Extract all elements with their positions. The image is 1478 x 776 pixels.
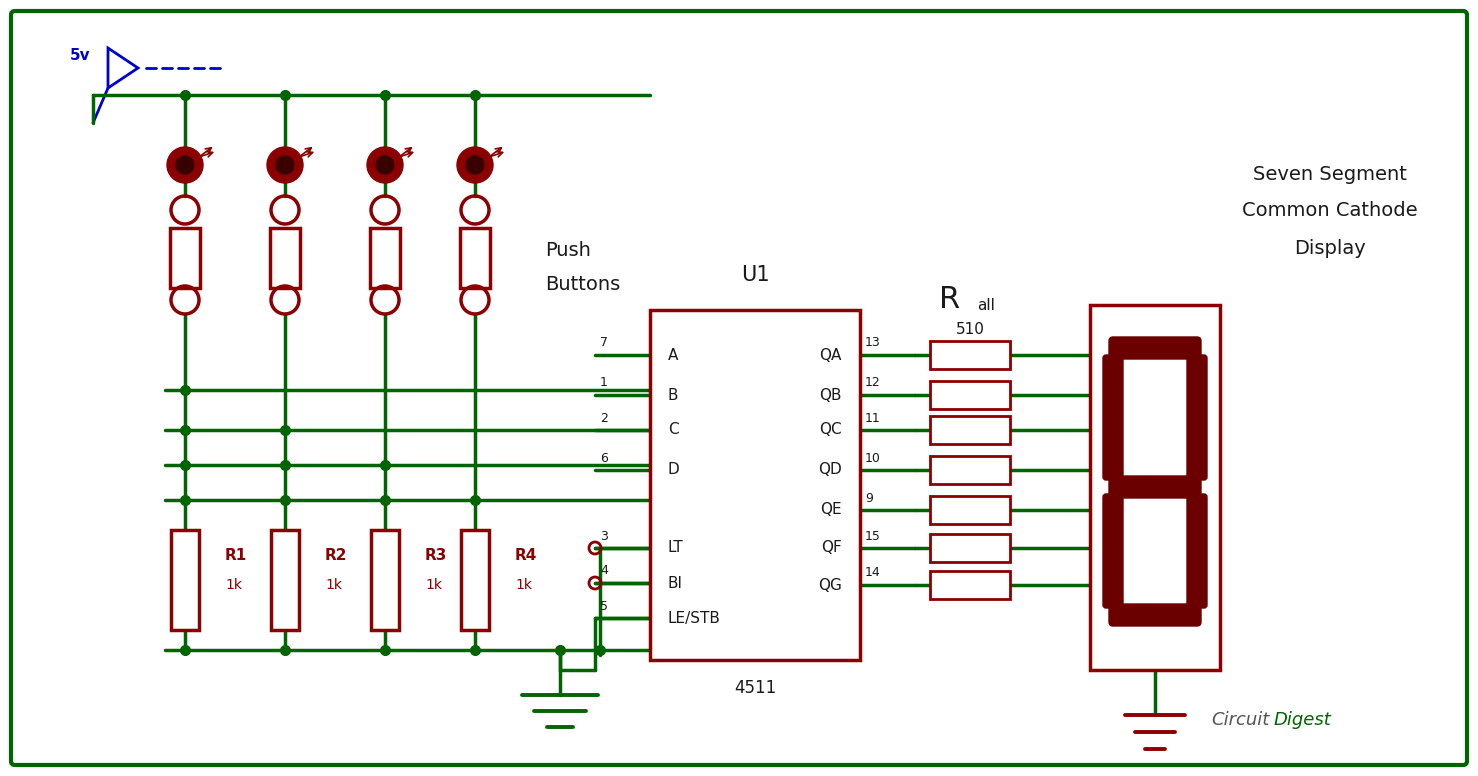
FancyBboxPatch shape	[1103, 494, 1123, 608]
Text: 2: 2	[600, 411, 607, 424]
Circle shape	[167, 147, 202, 183]
FancyBboxPatch shape	[1187, 494, 1208, 608]
Text: A: A	[668, 348, 678, 362]
Bar	[930, 416, 1009, 444]
Text: Seven Segment: Seven Segment	[1253, 165, 1407, 185]
Text: Digest: Digest	[1274, 711, 1332, 729]
Circle shape	[176, 156, 194, 174]
FancyBboxPatch shape	[1187, 355, 1208, 480]
Text: 510: 510	[956, 323, 984, 338]
Bar	[170, 228, 200, 288]
Text: Circuit: Circuit	[1212, 711, 1270, 729]
Bar	[930, 534, 1009, 562]
Circle shape	[268, 147, 303, 183]
Text: Buttons: Buttons	[545, 275, 621, 295]
Text: 4: 4	[600, 564, 607, 577]
Circle shape	[466, 156, 483, 174]
Text: 5v: 5v	[69, 48, 90, 64]
Bar	[371, 530, 399, 630]
Text: 14: 14	[865, 566, 881, 580]
Circle shape	[367, 147, 403, 183]
FancyBboxPatch shape	[10, 11, 1468, 765]
Text: 12: 12	[865, 376, 881, 390]
Bar	[930, 571, 1009, 599]
Text: 11: 11	[865, 411, 881, 424]
Bar	[650, 310, 860, 660]
FancyBboxPatch shape	[1108, 476, 1202, 498]
Bar	[930, 341, 1009, 369]
Text: Push: Push	[545, 241, 591, 259]
Text: R4: R4	[514, 548, 538, 563]
FancyBboxPatch shape	[1103, 355, 1123, 480]
Bar	[270, 228, 300, 288]
Text: QF: QF	[822, 541, 842, 556]
Text: 7: 7	[600, 337, 607, 349]
Text: QE: QE	[820, 503, 842, 518]
Text: QA: QA	[820, 348, 842, 362]
Text: R: R	[940, 286, 961, 314]
Text: 5: 5	[600, 600, 607, 612]
Text: R2: R2	[325, 548, 347, 563]
Text: 1: 1	[600, 376, 607, 390]
Text: 13: 13	[865, 337, 881, 349]
Text: 3: 3	[600, 529, 607, 542]
Text: Display: Display	[1295, 238, 1366, 258]
Text: BI: BI	[668, 576, 683, 591]
Text: 4511: 4511	[735, 679, 776, 697]
Circle shape	[457, 147, 494, 183]
FancyBboxPatch shape	[1108, 604, 1202, 626]
Bar	[460, 228, 491, 288]
Bar	[930, 456, 1009, 484]
Text: D: D	[668, 462, 680, 477]
Bar	[1089, 305, 1219, 670]
Text: C: C	[668, 422, 678, 438]
Text: 9: 9	[865, 491, 873, 504]
Text: 10: 10	[865, 452, 881, 465]
Text: 1k: 1k	[514, 578, 532, 592]
FancyBboxPatch shape	[1108, 337, 1202, 359]
Text: R3: R3	[426, 548, 448, 563]
Text: QG: QG	[819, 577, 842, 593]
Text: 1k: 1k	[426, 578, 442, 592]
Text: U1: U1	[740, 265, 770, 285]
Text: Common Cathode: Common Cathode	[1242, 200, 1417, 220]
Text: QB: QB	[819, 387, 842, 403]
Bar	[930, 496, 1009, 524]
Text: QD: QD	[819, 462, 842, 477]
Text: 6: 6	[600, 452, 607, 465]
Bar	[370, 228, 401, 288]
Bar	[171, 530, 200, 630]
Text: QC: QC	[819, 422, 842, 438]
Bar	[461, 530, 489, 630]
Text: 15: 15	[865, 529, 881, 542]
Circle shape	[375, 156, 395, 174]
Bar	[930, 381, 1009, 409]
Text: R1: R1	[225, 548, 247, 563]
Text: 1k: 1k	[325, 578, 341, 592]
Circle shape	[276, 156, 294, 174]
Text: LT: LT	[668, 541, 684, 556]
Text: B: B	[668, 387, 678, 403]
Text: LE/STB: LE/STB	[668, 611, 721, 625]
Bar	[270, 530, 299, 630]
Text: 1k: 1k	[225, 578, 242, 592]
Text: all: all	[977, 299, 995, 314]
